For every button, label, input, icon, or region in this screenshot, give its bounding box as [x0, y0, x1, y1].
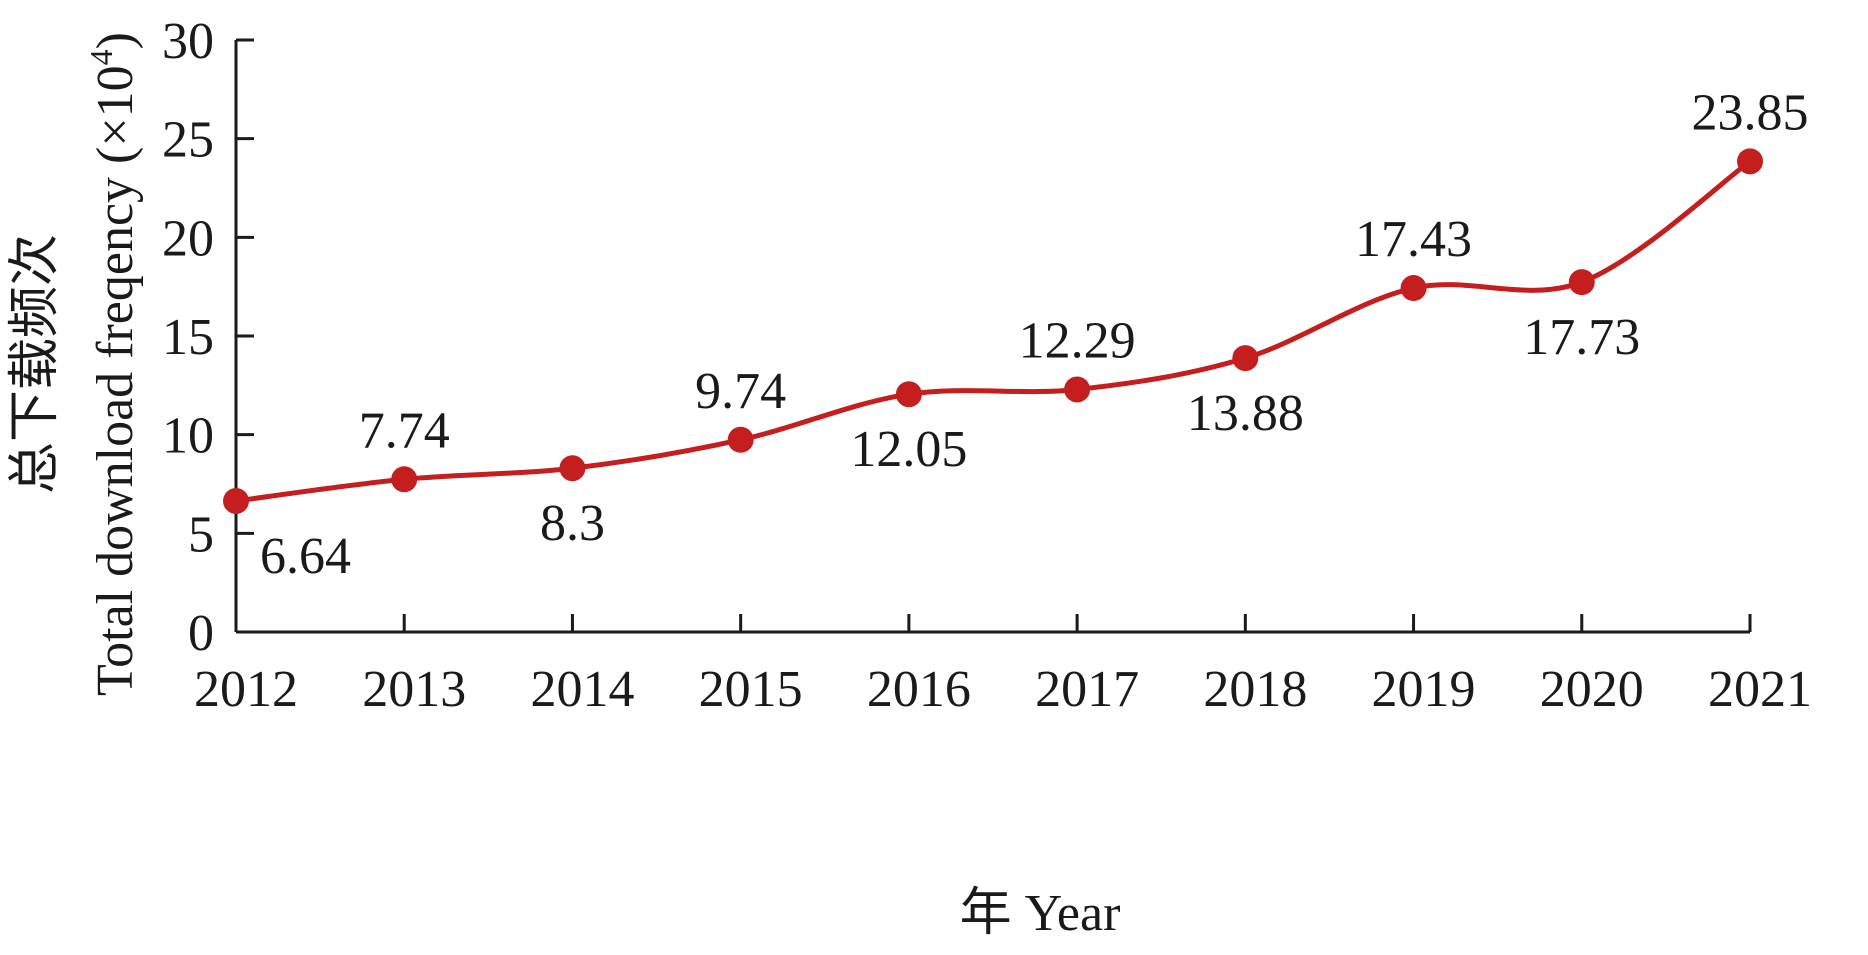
data-point-2021	[1737, 148, 1763, 175]
data-point-2014	[559, 455, 586, 482]
y-tick-label: 5	[188, 506, 214, 563]
data-label-2014: 8.3	[540, 495, 605, 552]
data-label-2020: 17.73	[1523, 309, 1640, 366]
y-axis-title-english: Total download freqency (×104)	[83, 32, 144, 696]
data-point-2012	[223, 487, 249, 514]
data-labels: 6.64 7.74 8.3 9.74 12.05 12.29 13.88 17.43 17.73…	[260, 84, 1809, 585]
y-axis-title-close: )	[87, 32, 144, 49]
x-ticks: 2012 2013 2014 2015 2016 2017 2018 2019 2020 2021	[194, 614, 1812, 718]
x-tick-label: 2015	[699, 661, 803, 718]
data-point-2018	[1232, 345, 1259, 372]
y-axis-title-exponent: 4	[83, 49, 119, 65]
data-points	[223, 148, 1763, 514]
data-label-2019: 17.43	[1355, 211, 1472, 268]
data-point-2019	[1400, 275, 1427, 302]
y-axis-title-english-main: Total download freqency (×10	[87, 65, 144, 696]
y-tick-label: 30	[162, 13, 214, 70]
data-label-2018: 13.88	[1187, 385, 1304, 442]
y-tick-label: 10	[162, 408, 214, 465]
data-label-2017: 12.29	[1019, 312, 1136, 369]
x-tick-label: 2012	[194, 661, 298, 718]
x-tick-label: 2018	[1203, 661, 1307, 718]
x-tick-label: 2017	[1035, 661, 1139, 718]
y-ticks: 0 5 10 15 20 25 30	[162, 13, 254, 662]
y-tick-label: 0	[188, 605, 214, 662]
x-tick-label: 2019	[1372, 661, 1476, 718]
data-point-2015	[727, 426, 754, 453]
data-label-2016: 12.05	[850, 421, 967, 478]
y-tick-label: 15	[162, 309, 214, 366]
x-tick-label: 2020	[1540, 661, 1644, 718]
x-tick-label: 2016	[867, 661, 971, 718]
y-axis-title-chinese: 总下载频次	[7, 234, 64, 494]
data-label-2013: 7.74	[359, 402, 450, 459]
data-label-2015: 9.74	[695, 363, 786, 420]
x-tick-label: 2014	[530, 661, 634, 718]
data-point-2020	[1568, 269, 1595, 296]
data-point-2013	[391, 466, 418, 493]
data-point-2016	[895, 381, 922, 408]
series-line	[235, 159, 1752, 504]
x-tick-label: 2013	[362, 661, 466, 718]
y-tick-label: 20	[162, 210, 214, 267]
data-label-2012: 6.64	[260, 528, 351, 585]
data-label-2021: 23.85	[1692, 84, 1809, 141]
x-axis-title: 年 Year	[960, 885, 1121, 942]
x-tick-label: 2021	[1708, 661, 1812, 718]
data-point-2017	[1064, 376, 1091, 403]
y-tick-label: 25	[162, 112, 214, 169]
y-axis-title: 总下载频次 Total download freqency (×104)	[7, 32, 144, 696]
